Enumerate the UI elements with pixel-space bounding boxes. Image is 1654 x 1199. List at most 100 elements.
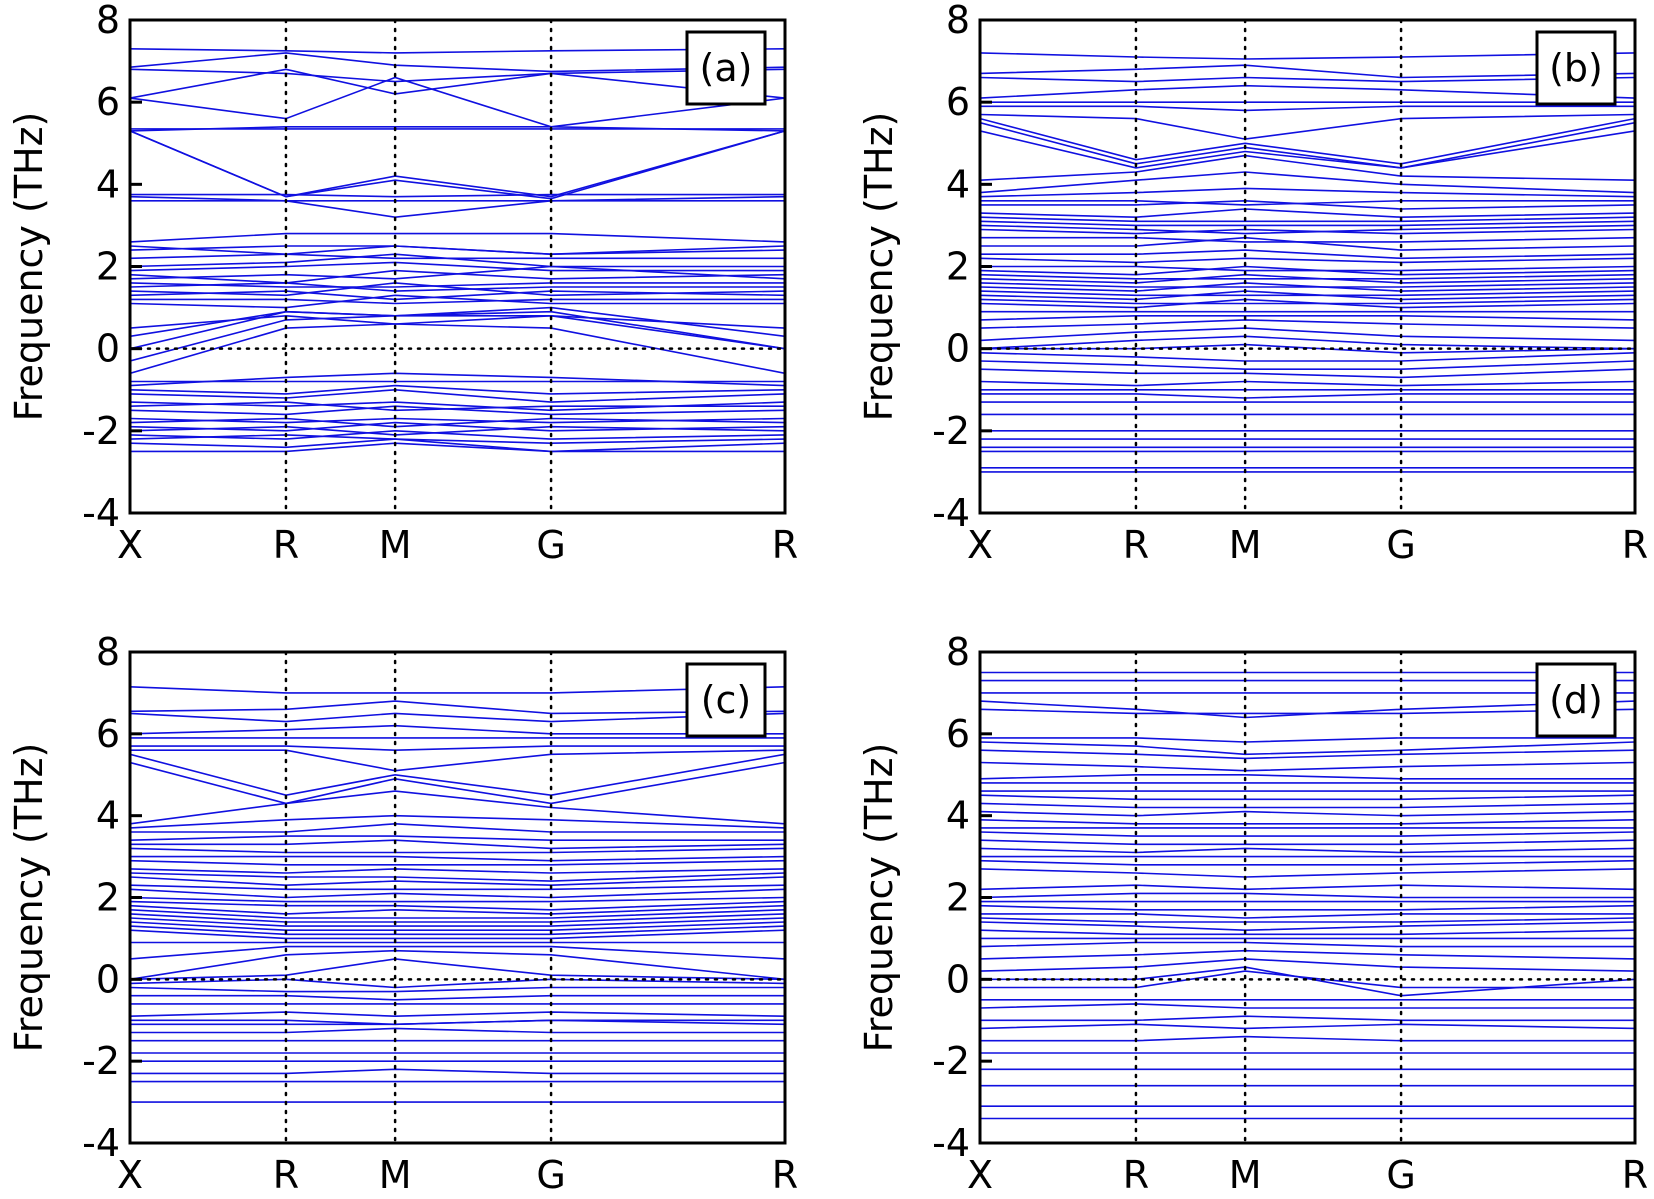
band-line <box>130 294 785 309</box>
band-line <box>130 994 785 1001</box>
x-tick-label: R <box>273 523 299 567</box>
band-line <box>980 1003 1635 1009</box>
band-line <box>130 790 785 825</box>
band-line <box>130 1027 785 1034</box>
x-tick-label: X <box>967 1153 993 1197</box>
y-tick-label: 2 <box>96 245 120 289</box>
band-line <box>980 802 1635 809</box>
band-line <box>980 708 1635 715</box>
band-line <box>980 187 1635 198</box>
band-lines <box>980 52 1635 473</box>
band-line <box>130 282 785 288</box>
band-line <box>130 401 785 412</box>
band-line <box>980 368 1635 379</box>
band-line <box>980 105 1635 112</box>
panel-label: (b) <box>1549 46 1603 90</box>
band-line <box>980 352 1635 362</box>
band-line <box>130 405 785 416</box>
band-line <box>980 970 1635 989</box>
band-line <box>980 773 1635 780</box>
panel-label: (c) <box>701 678 752 722</box>
band-line <box>980 117 1635 165</box>
band-line <box>980 290 1635 297</box>
band-line <box>130 904 785 915</box>
band-line <box>130 438 785 453</box>
band-line <box>130 265 785 280</box>
band-line <box>130 986 785 993</box>
y-tick-label: -4 <box>932 491 970 535</box>
band-line <box>980 831 1635 837</box>
y-tick-label: -4 <box>82 1121 120 1165</box>
y-axis-label: Frequency (THz) <box>7 743 51 1053</box>
panel-label-box <box>685 662 767 738</box>
panel-label-box <box>685 30 767 106</box>
band-line <box>980 314 1635 321</box>
band-line <box>130 917 785 927</box>
y-tick-label: 8 <box>946 630 970 674</box>
band-line <box>980 220 1635 227</box>
x-tick-label: X <box>117 1153 143 1197</box>
band-line <box>130 372 785 387</box>
band-line <box>130 68 785 83</box>
band-line <box>130 269 785 284</box>
band-line <box>130 429 785 440</box>
band-line <box>130 700 785 715</box>
band-line <box>130 282 785 292</box>
band-line <box>980 949 1635 960</box>
band-line <box>980 113 1635 140</box>
band-line <box>980 839 1635 846</box>
x-tick-label: M <box>1229 1153 1262 1197</box>
y-tick-label: -2 <box>932 409 970 453</box>
panel-b: 8 6 4 2 0 -2 -4X R M G R Frequency (THz) (b) <box>857 0 1648 567</box>
y-tick-label: -4 <box>932 1121 970 1165</box>
band-line <box>130 401 785 412</box>
band-line <box>130 193 785 198</box>
y-tick-label: 6 <box>946 712 970 756</box>
band-line <box>130 884 785 891</box>
band-line <box>130 876 785 887</box>
x-tick-label: X <box>117 523 143 567</box>
panel-a: 8 6 4 2 0 -2 -4X R M G R Frequency (THz) (a) <box>7 0 798 567</box>
band-line <box>130 298 785 305</box>
x-tick-label: R <box>1622 1153 1648 1197</box>
x-tick-label: R <box>1123 523 1149 567</box>
band-line <box>980 913 1635 919</box>
band-line <box>130 253 785 260</box>
y-tick-label: 6 <box>96 80 120 124</box>
band-line <box>130 753 785 797</box>
band-line <box>130 888 785 899</box>
band-line <box>980 749 1635 760</box>
band-line <box>980 941 1635 948</box>
band-line <box>980 892 1635 899</box>
band-line <box>130 909 785 919</box>
band-line <box>980 282 1635 288</box>
band-line <box>980 819 1635 825</box>
y-tick-label: -2 <box>82 1039 120 1083</box>
band-line <box>130 76 785 128</box>
band-line <box>130 929 785 940</box>
band-line <box>980 958 1635 972</box>
band-line <box>980 737 1635 743</box>
band-line <box>980 847 1635 854</box>
y-tick-label: 2 <box>96 876 120 920</box>
band-line <box>130 925 785 936</box>
band-line <box>980 249 1635 260</box>
y-tick-label: 0 <box>96 327 120 371</box>
band-line <box>980 884 1635 891</box>
band-line <box>130 978 785 989</box>
band-line <box>980 199 1635 210</box>
band-line <box>980 761 1635 772</box>
y-tick-label: 4 <box>946 794 970 838</box>
band-line <box>130 945 785 960</box>
band-line <box>980 393 1635 399</box>
y-tick-label: 4 <box>946 162 970 206</box>
band-lines <box>130 48 785 453</box>
y-tick-label: 0 <box>96 957 120 1001</box>
band-line <box>130 421 785 432</box>
band-line <box>130 323 785 375</box>
band-line <box>130 1011 785 1018</box>
band-line <box>980 904 1635 911</box>
band-line <box>980 298 1635 305</box>
